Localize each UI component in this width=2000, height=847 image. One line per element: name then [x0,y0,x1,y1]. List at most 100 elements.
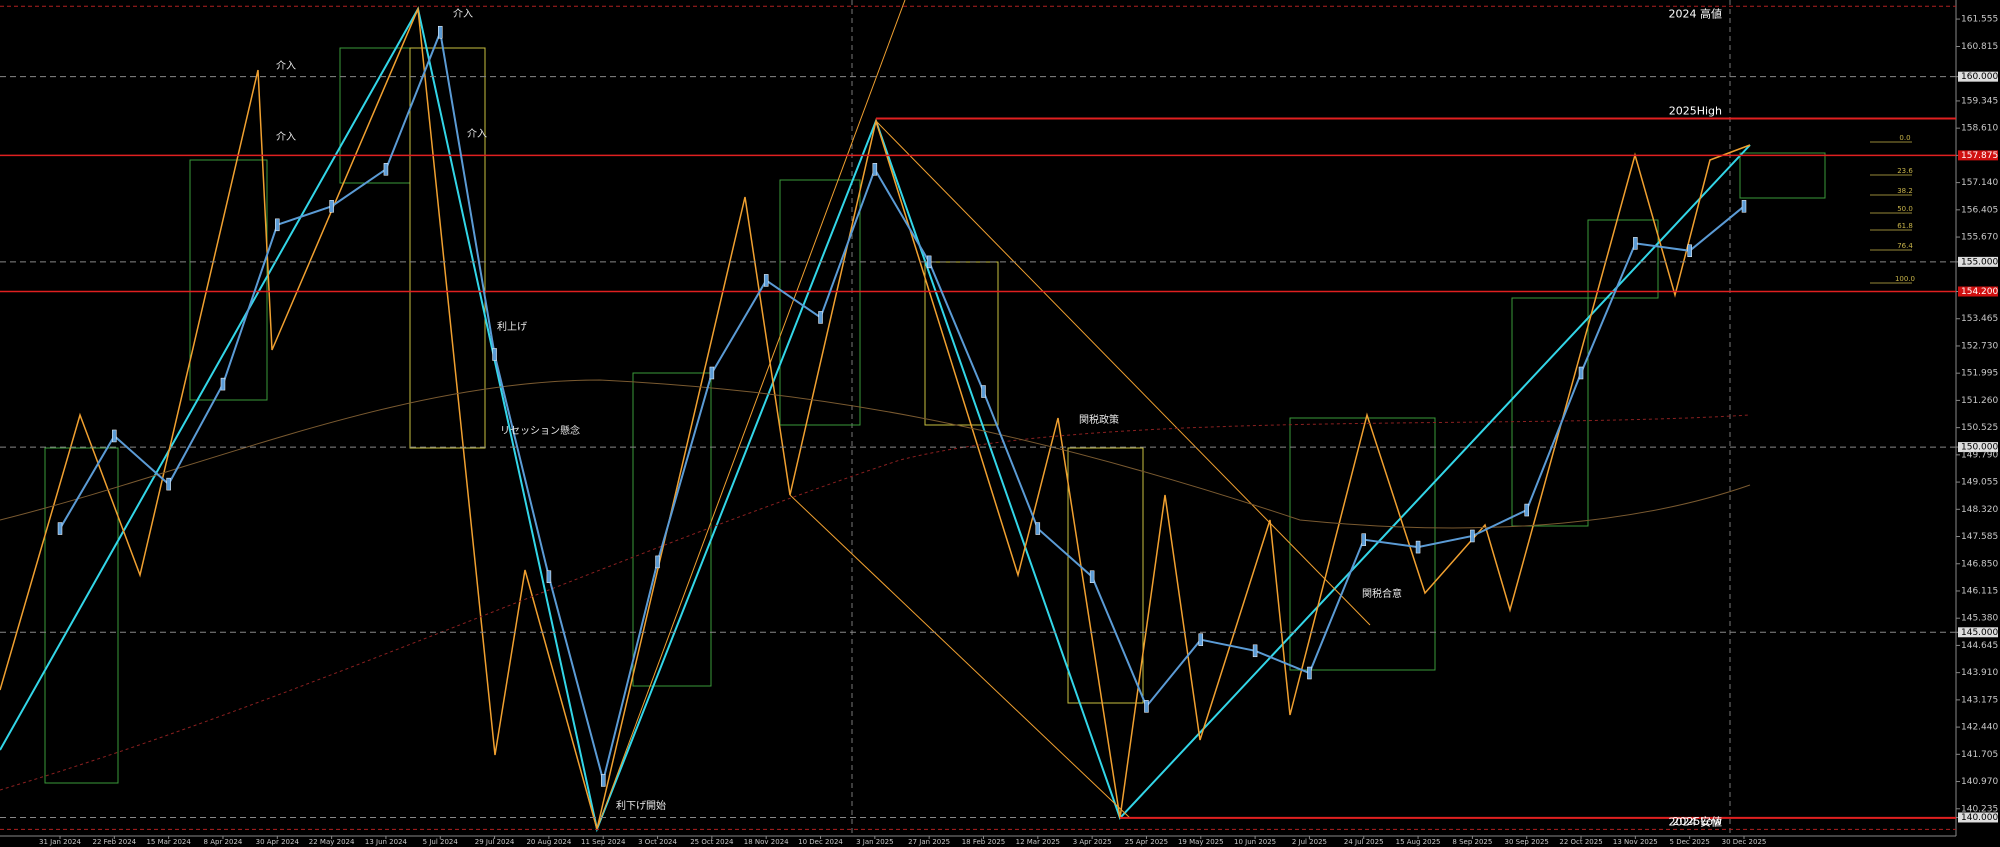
price-candle [546,570,552,583]
price-candle [57,522,63,535]
moving-average [0,414,1751,791]
level-label: 2024 安値 [1669,814,1723,828]
price-candle [709,366,715,380]
x-tick-label: 10 Jun 2025 [1234,838,1276,846]
y-tick-label: 144.645 [1961,641,1998,651]
tick-label-box [1958,256,1998,267]
fib-label: 23.6 [1897,167,1913,175]
price-candle [275,218,280,232]
price-candle [329,200,334,213]
x-tick-label: 30 Dec 2025 [1722,838,1767,846]
price-candle [383,163,389,176]
y-tick-label: 140.970 [1961,777,1998,787]
y-tick-label: 154.200 [1961,287,1998,297]
range-box [44,447,119,784]
level-label: 2024 高値 [1669,6,1723,20]
x-tick-label: 30 Sep 2025 [1505,838,1549,846]
channel-line [789,494,1131,819]
price-candle [1307,666,1312,680]
price-candle [112,429,117,443]
level-label: 2025Low [1672,815,1722,828]
price-candle [655,555,660,569]
y-tick-label: 145.000 [1961,628,1998,638]
y-tick-label: 149.055 [1961,478,1998,488]
x-tick-label: 22 Feb 2024 [93,838,137,846]
moving-average [0,379,1751,529]
x-tick-label: 30 Apr 2024 [256,838,300,846]
range-box [1067,447,1144,704]
price-candle [1361,533,1366,546]
y-tick-label: 160.000 [1961,72,1998,82]
x-tick-label: 10 Dec 2024 [798,838,843,846]
x-tick-label: 3 Apr 2025 [1073,838,1112,846]
x-tick-label: 3 Jan 2025 [856,838,894,846]
price-candle [1741,200,1747,213]
wave-zigzag [0,6,1751,830]
annotation: 介入 [276,131,296,143]
annotation: 関税合意 [1362,587,1402,600]
x-tick-label: 20 Aug 2024 [526,838,571,846]
range-box [632,372,712,687]
x-tick-label: 13 Jun 2024 [365,838,408,846]
price-candle [1035,522,1041,535]
price-candle [1470,529,1475,543]
x-tick-label: 18 Feb 2025 [962,838,1006,846]
tick-label-box [1958,286,1998,297]
x-tick-label: 8 Apr 2024 [204,838,243,846]
y-tick-label: 158.610 [1961,124,1998,134]
x-tick-label: 5 Dec 2025 [1670,838,1710,846]
x-tick-label: 13 Nov 2025 [1613,838,1658,846]
tick-label-box [1958,150,1998,161]
y-tick-label: 151.995 [1961,369,1998,379]
x-tick-label: 18 Nov 2024 [744,838,789,846]
y-tick-label: 151.260 [1961,396,1998,406]
y-tick-label: 146.115 [1961,586,1998,596]
price-candle [1252,644,1258,658]
channel-line [875,120,1371,626]
price-candle [600,774,606,787]
price-candle [1415,540,1421,554]
y-tick-label: 150.000 [1961,443,1998,453]
fib-label: 61.8 [1897,222,1913,230]
x-tick-label: 22 Oct 2025 [1559,838,1602,846]
y-tick-label: 140.000 [1961,813,1998,823]
annotation: 関税政策 [1079,413,1119,426]
price-candle [763,274,769,287]
price-candle [166,477,171,491]
price-candle [492,348,497,361]
x-tick-label: 25 Oct 2024 [690,838,734,846]
range-box [409,47,486,449]
price-candle [1144,700,1149,713]
tick-label-box [1958,71,1998,82]
y-tick-label: 159.345 [1961,96,1998,106]
range-box [189,159,268,401]
y-tick-label: 155.670 [1961,233,1998,243]
tick-label-box [1958,442,1998,453]
y-tick-label: 157.140 [1961,178,1998,188]
y-tick-label: 150.525 [1961,423,1998,433]
fib-label: 0.0 [1899,134,1910,142]
tick-label-box [1958,627,1998,638]
x-tick-label: 29 Jul 2024 [475,838,515,846]
annotation: 利下げ開始 [616,799,666,812]
annotation: リセッション懸念 [500,424,580,437]
y-tick-label: 143.910 [1961,668,1998,678]
x-tick-label: 27 Jan 2025 [908,838,950,846]
y-tick-label: 161.555 [1961,15,1998,25]
price-candle [1633,237,1638,250]
annotation: 利上げ [497,321,527,333]
x-tick-label: 8 Sep 2025 [1452,838,1492,846]
price-candle [926,255,932,269]
x-tick-label: 31 Jan 2024 [39,838,82,846]
price-line [59,28,1745,781]
price-candle [1578,366,1584,380]
price-candle [1687,244,1692,258]
channel-line [596,0,906,830]
y-tick-label: 153.465 [1961,314,1998,324]
y-tick-label: 146.850 [1961,559,1998,569]
tick-label-box [1958,812,1998,823]
fib-label: 50.0 [1897,205,1913,213]
